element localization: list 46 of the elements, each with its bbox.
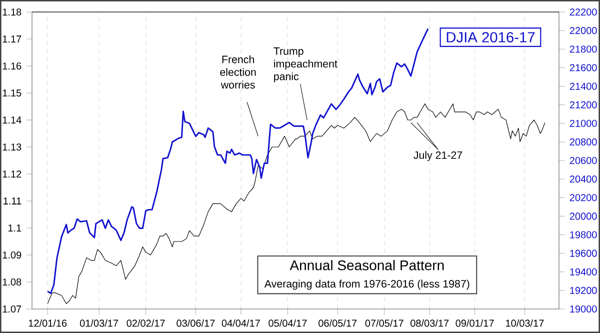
- x-tick-label: 12/01/16: [28, 319, 67, 327]
- y2-tick-label: 21800: [570, 46, 597, 53]
- y2-tick-label: 20000: [570, 212, 597, 220]
- y2-tick-label: 21600: [570, 64, 597, 72]
- x-tick-label: 01/03/17: [80, 319, 118, 327]
- x-tick-label: 08/03/17: [410, 319, 449, 327]
- text: Averaging data from 1976-2016 (less 1987): [264, 280, 470, 290]
- y2-tick-label: 20200: [570, 194, 597, 202]
- x-tick-label: 07/05/17: [365, 319, 404, 327]
- x-tick-label: 03/06/17: [176, 319, 215, 327]
- y2-tick-label: 22200: [570, 8, 597, 16]
- y2-tick-label: 21400: [570, 82, 597, 90]
- y2-tick-label: 20800: [570, 138, 597, 146]
- y-tick-label: 1.15: [2, 90, 22, 96]
- x-tick-label: 04/04/17: [222, 319, 260, 327]
- y2-tick-label: 20400: [570, 176, 597, 183]
- annotation: Trump impeachment panic: [274, 47, 338, 82]
- annotation: French election worries: [220, 55, 256, 89]
- y-tick-label: 1.07: [2, 305, 22, 313]
- y-tick-label: 1.16: [2, 62, 22, 70]
- y-tick-label: 1.13: [2, 143, 22, 151]
- y-tick-label: 1.12: [2, 170, 22, 178]
- y2-tick-label: 19200: [570, 286, 597, 294]
- x-tick-label: 10/03/17: [506, 319, 544, 327]
- text: Annual Seasonal Pattern: [290, 260, 444, 270]
- y-tick-label: 1.14: [2, 116, 22, 124]
- y2-tick-label: 19600: [570, 250, 597, 257]
- x-tick-label: 02/02/17: [126, 319, 165, 327]
- y-tick-label: 1.17: [2, 36, 22, 42]
- y-tick-label: 1.09: [2, 251, 22, 259]
- y-tick-label: 1.11: [4, 198, 22, 204]
- annotation: July 21-27: [414, 151, 462, 162]
- y2-tick-label: 21000: [570, 120, 597, 127]
- y-tick-label: 1.08: [2, 278, 22, 286]
- y2-tick-label: 19000: [570, 305, 597, 313]
- y2-tick-label: 19400: [570, 268, 597, 276]
- y2-tick-label: 19800: [570, 231, 597, 238]
- y2-tick-label: 20600: [570, 156, 597, 164]
- x-tick-label: 05/04/17: [268, 319, 307, 327]
- y2-tick-label: 22000: [570, 27, 597, 34]
- x-tick-label: 06/05/17: [318, 319, 357, 327]
- series-label: DJIA 2016-17: [446, 32, 535, 42]
- y2-tick-label: 21200: [570, 101, 597, 108]
- y-tick-label: 1.18: [2, 8, 22, 16]
- x-tick-label: 09/01/17: [456, 319, 494, 327]
- y-tick-label: 1.1: [8, 224, 22, 232]
